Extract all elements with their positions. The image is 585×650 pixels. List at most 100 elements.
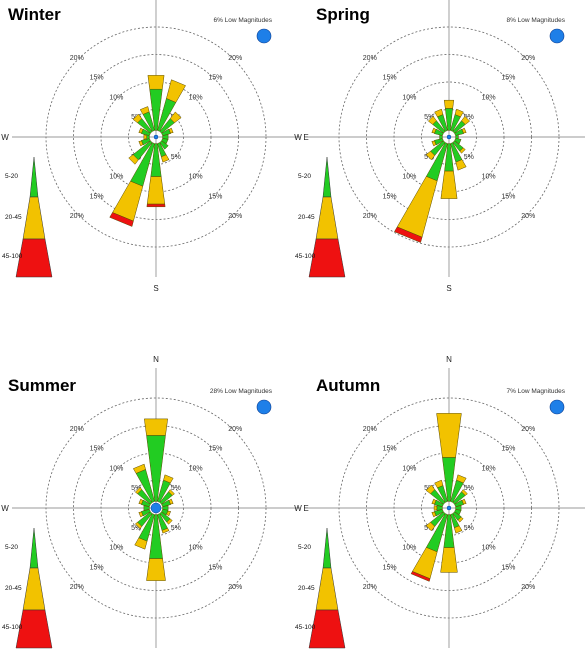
wind-rose-panel-spring: NESW5%5%5%5%10%10%10%10%15%15%15%15%20%2…	[294, 0, 585, 293]
ring-label-10-q2: 10%	[402, 174, 416, 181]
petal-0-band-20-45	[144, 418, 168, 436]
legend-label-mid: 20-45	[298, 585, 315, 592]
petal-67.5-band-20-45	[168, 127, 174, 134]
petal-22.5-band-20-45	[454, 108, 464, 118]
petal-0-band-20-45	[443, 99, 455, 109]
panel-title: Winter	[8, 5, 61, 24]
ring-label-20-q1: 20%	[521, 426, 535, 433]
ring-label-20-q3: 20%	[228, 213, 242, 220]
petal-0-band-20-45	[147, 75, 165, 90]
legend-band-low	[322, 156, 332, 198]
petal-292.5-band-20-45	[431, 127, 437, 134]
ring-label-5-q1: 5%	[464, 114, 474, 121]
wind-rose-panel-winter: NESW5%5%5%5%10%10%10%10%15%15%15%15%20%2…	[1, 0, 309, 293]
petal-292.5-band-5-20	[433, 128, 444, 136]
speed-legend: 5-20 20-45 45-100	[295, 156, 346, 278]
petal-202.5-band-20-45	[396, 176, 438, 238]
ring-label-15-q2: 15%	[383, 193, 397, 200]
compass-w: W	[1, 504, 9, 513]
petal-225-band-20-45	[134, 521, 143, 530]
compass-s: S	[153, 284, 158, 293]
petal-45-band-20-45	[461, 115, 471, 125]
ring-label-10-q2: 10%	[109, 174, 123, 181]
speed-legend: 5-20 20-45 45-100	[2, 156, 53, 278]
petal-67.5-band-5-20	[454, 499, 465, 507]
ring-label-5-q2: 5%	[131, 525, 141, 532]
petal-202.5-band-20-45	[134, 537, 148, 550]
petal-22.5-band-20-45	[163, 474, 174, 484]
petal-225-band-20-45	[425, 521, 436, 532]
ring-label-15-q0: 15%	[383, 446, 397, 453]
compass-n: N	[446, 355, 452, 364]
ring-label-5-q3: 5%	[464, 525, 474, 532]
ring-label-10-q3: 10%	[482, 174, 496, 181]
speed-legend: 5-20 20-45 45-100	[295, 527, 346, 649]
petal-337.5-band-20-45	[434, 479, 444, 489]
petal-67.5-band-5-20	[161, 128, 172, 136]
ring-label-10-q3: 10%	[482, 545, 496, 552]
legend-band-high	[15, 238, 53, 278]
petal-315-band-20-45	[427, 115, 437, 125]
petal-225-band-20-45	[425, 150, 436, 161]
petal-247.5-band-20-45	[138, 511, 144, 518]
petal-247.5-band-5-20	[140, 509, 151, 517]
legend-label-mid: 20-45	[5, 585, 22, 592]
ring-label-15-q3: 15%	[208, 564, 222, 571]
low-magnitudes-text: 6% Low Magnitudes	[213, 17, 272, 24]
petal-337.5-band-20-45	[139, 106, 150, 115]
ring-label-20-q2: 20%	[70, 584, 84, 591]
ring-label-5-q3: 5%	[171, 154, 181, 161]
ring-label-10-q1: 10%	[482, 94, 496, 101]
ring-label-10-q1: 10%	[189, 465, 203, 472]
legend-band-high	[15, 609, 53, 649]
petal-112.5-band-5-20	[161, 509, 169, 516]
ring-label-10-q0: 10%	[402, 465, 416, 472]
low-magnitudes-text: 8% Low Magnitudes	[506, 17, 565, 24]
low-magnitudes-text: 7% Low Magnitudes	[506, 388, 565, 395]
legend-label-high: 45-100	[2, 253, 23, 260]
ring-label-20-q1: 20%	[521, 55, 535, 62]
petal-180-band-45-100	[146, 203, 166, 208]
ring-label-10-q2: 10%	[402, 545, 416, 552]
ring-label-5-q0: 5%	[131, 485, 141, 492]
ring-label-15-q1: 15%	[501, 446, 515, 453]
petal-67.5-band-5-20	[161, 499, 172, 507]
low-magnitudes-text: 28% Low Magnitudes	[210, 388, 273, 395]
petal-247.5-band-20-45	[138, 140, 144, 147]
compass-w: W	[1, 133, 9, 142]
petal-45-band-20-45	[168, 489, 175, 496]
ring-label-10-q3: 10%	[189, 174, 203, 181]
ring-label-15-q2: 15%	[90, 193, 104, 200]
legend-label-low: 5-20	[298, 173, 311, 180]
compass-e: E	[303, 133, 308, 142]
ring-label-10-q0: 10%	[109, 94, 123, 101]
panel-title: Autumn	[316, 376, 380, 395]
wind-rose-panel-summer: NESW5%5%5%5%10%10%10%10%15%15%15%15%20%2…	[1, 355, 309, 649]
legend-label-low: 5-20	[5, 173, 18, 180]
low-magnitude-dot	[256, 399, 272, 415]
ring-label-20-q0: 20%	[70, 426, 84, 433]
petal-247.5-band-20-45	[431, 511, 437, 518]
legend-band-mid	[315, 196, 339, 240]
petal-0-band-20-45	[436, 413, 462, 458]
petal-67.5-band-5-20	[454, 128, 465, 136]
legend-label-mid: 20-45	[298, 214, 315, 221]
legend-band-low	[322, 527, 332, 569]
petal-67.5-band-20-45	[461, 498, 467, 505]
compass-e: E	[303, 504, 308, 513]
legend-band-mid	[22, 567, 46, 611]
legend-label-high: 45-100	[2, 624, 23, 631]
ring-label-20-q3: 20%	[521, 584, 535, 591]
petal-180-band-20-45	[440, 547, 458, 573]
petal-157.5-band-20-45	[453, 525, 463, 534]
petal-45-band-20-45	[169, 111, 182, 124]
petal-202.5-band-45-100	[410, 571, 431, 582]
petal-67.5-band-20-45	[168, 498, 174, 505]
petal-315-band-20-45	[132, 113, 143, 124]
petal-135-band-20-45	[459, 147, 466, 154]
ring-label-20-q1: 20%	[228, 55, 242, 62]
legend-band-low	[29, 156, 39, 198]
petal-22.5-band-20-45	[166, 79, 186, 103]
petal-202.5-band-45-100	[109, 212, 134, 227]
